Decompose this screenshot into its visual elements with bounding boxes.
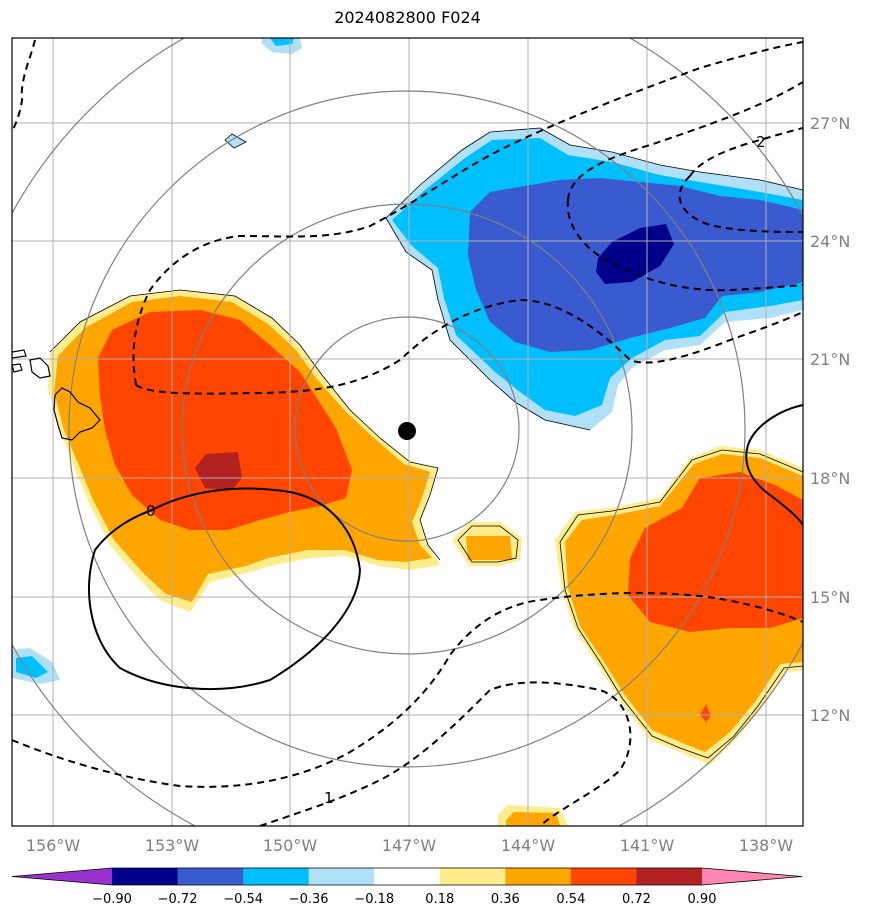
range-ring-2 xyxy=(181,203,633,655)
colorbar-segment xyxy=(636,868,703,885)
warm-region-west-inner xyxy=(98,310,352,530)
coast-big-island xyxy=(53,387,101,441)
colorbar-segment xyxy=(570,868,637,885)
lat-tick-24n: 24°N xyxy=(810,232,850,251)
lon-tick-147w: 147°W xyxy=(382,836,437,855)
range-ring-3 xyxy=(68,90,746,768)
contour-dashed-c xyxy=(135,298,803,395)
range-ring-1 xyxy=(294,316,520,542)
contour-dashed-d xyxy=(567,81,803,201)
warm-blob-small-inner xyxy=(466,536,512,560)
coast-maui xyxy=(29,357,51,379)
colorbar-segment xyxy=(112,868,179,885)
contour-solid-a xyxy=(88,487,362,691)
blob-bottom-inner xyxy=(506,812,560,826)
colorbar-segment xyxy=(505,868,572,885)
colorbar-segment xyxy=(308,868,375,885)
range-rings xyxy=(12,38,803,826)
lon-tick-138w: 138°W xyxy=(739,836,794,855)
lon-tick-156w: 156°W xyxy=(26,836,81,855)
colorbar-tick-label: −0.54 xyxy=(223,892,263,907)
dashed-contours xyxy=(12,39,803,826)
contour-labels: 2 1 0 xyxy=(146,133,766,807)
lat-tick-18n: 18°N xyxy=(810,469,850,488)
outline-warm-west xyxy=(49,289,441,561)
outline-warm-east-south xyxy=(559,541,803,759)
contour-dashed-a xyxy=(12,39,36,133)
colorbar-tick-label: 0.36 xyxy=(491,892,520,907)
lon-tick-144w: 144°W xyxy=(501,836,556,855)
shaded-field xyxy=(12,38,803,826)
colorbar-segment xyxy=(439,868,506,885)
map-title: 2024082800 F024 xyxy=(334,8,481,27)
blob-left-edge-inner xyxy=(16,656,48,678)
lat-tick-12n: 12°N xyxy=(810,706,850,725)
colorbar-extension-high xyxy=(702,868,802,885)
contour-solid-b xyxy=(745,404,803,526)
lon-tick-labels: 156°W 153°W 150°W 147°W 144°W 141°W 138°… xyxy=(26,836,794,855)
lon-tick-141w: 141°W xyxy=(620,836,675,855)
map-area: 2 1 0 xyxy=(12,38,803,826)
blue-region-core xyxy=(596,224,674,284)
colorbar-segment xyxy=(374,868,441,885)
field-outlines xyxy=(49,127,803,759)
colorbar-tick-label: −0.18 xyxy=(354,892,394,907)
colorbar-tick-label: 0.18 xyxy=(425,892,454,907)
lat-tick-27n: 27°N xyxy=(810,114,850,133)
colorbar-tick-label: 0.90 xyxy=(688,892,717,907)
colorbar-tick-label: 0.54 xyxy=(556,892,585,907)
blob-tiny xyxy=(224,133,247,149)
contour-dashed-f xyxy=(689,127,803,177)
warm-region-west-core xyxy=(195,452,242,490)
colorbar-tick-label: −0.72 xyxy=(158,892,198,907)
colorbar-extension-low xyxy=(12,868,112,885)
colorbar-tick-label: −0.36 xyxy=(289,892,329,907)
colorbar-tick-label: 0.72 xyxy=(622,892,651,907)
lat-tick-15n: 15°N xyxy=(810,588,850,607)
storm-center-marker xyxy=(398,422,416,440)
colorbar: −0.90 −0.72 −0.54 −0.36 −0.18 0.18 0.36 0.54 0.7… xyxy=(11,867,803,907)
coastlines xyxy=(12,349,101,441)
outline-warm-east xyxy=(559,449,803,543)
contour-label-1: 1 xyxy=(324,789,334,807)
warm-region-east-core xyxy=(700,704,711,722)
outline-blue xyxy=(385,127,803,219)
lat-tick-21n: 21°N xyxy=(810,350,850,369)
contour-dashed-e xyxy=(566,199,803,292)
contour-label-2: 2 xyxy=(756,133,766,151)
colorbar-segment xyxy=(177,868,244,885)
outline-warm-small xyxy=(457,525,519,563)
solid-contours xyxy=(88,404,803,691)
lon-tick-153w: 153°W xyxy=(145,836,200,855)
outline-blue-south xyxy=(385,217,591,431)
lon-tick-150w: 150°W xyxy=(263,836,318,855)
contour-dashed-b xyxy=(132,41,803,386)
lat-tick-labels: 27°N 24°N 21°N 18°N 15°N 12°N xyxy=(810,114,850,725)
contour-dashed-h xyxy=(12,592,803,788)
warm-region-east-inner xyxy=(628,472,803,632)
contour-label-0: 0 xyxy=(146,502,156,520)
contour-dashed-g xyxy=(678,175,803,233)
colorbar-outline xyxy=(11,867,803,886)
coast-molokai xyxy=(12,349,27,359)
map-frame xyxy=(11,37,804,827)
coast-lanai xyxy=(12,363,23,373)
colorbar-segment xyxy=(243,868,310,885)
colorbar-tick-label: −0.90 xyxy=(92,892,132,907)
blob-top-small-inner xyxy=(270,38,294,46)
gridlines xyxy=(12,38,803,826)
